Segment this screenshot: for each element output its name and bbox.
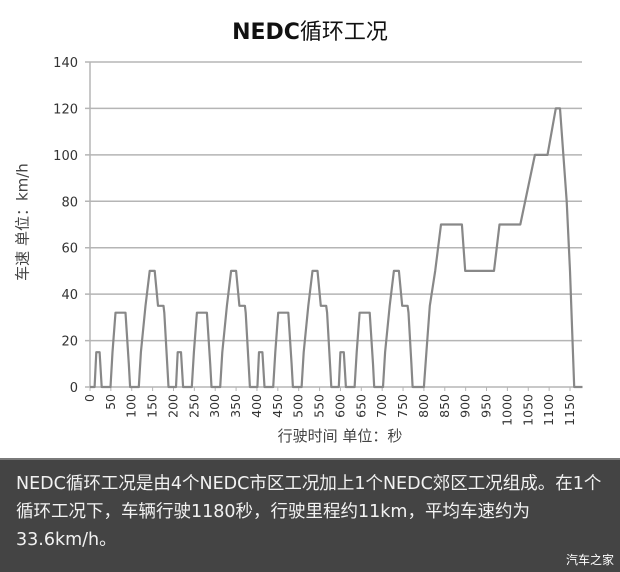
y-tick-label: 0	[70, 381, 78, 396]
chart-title-cn: 循环工况	[299, 20, 388, 45]
x-tick-label: 1000	[499, 394, 514, 426]
caption-text: NEDC循环工况是由4个NEDC市区工况加上1个NEDC郊区工况组成。在1个循环…	[16, 474, 602, 550]
x-tick-label: 0	[82, 394, 97, 402]
chart-title: NEDC循环工况	[0, 14, 620, 46]
x-tick-label: 900	[458, 394, 473, 418]
x-axis-label: 行驶时间 单位：秒	[277, 427, 403, 445]
x-tick-label: 700	[374, 394, 389, 418]
plot-area: 0 20 40 60 80 100 120 140 0 50 100 150 200 250 300 350 4…	[53, 56, 583, 426]
speed-line	[90, 107, 583, 389]
x-tick-label: 100	[124, 394, 139, 418]
y-tick-label: 80	[61, 195, 78, 210]
x-tick-label: 1050	[520, 394, 535, 426]
y-tick-label: 20	[61, 335, 78, 350]
y-tick-label: 40	[61, 288, 78, 303]
watermark: 汽车之家	[565, 553, 614, 567]
y-tick-label: 60	[61, 242, 78, 257]
x-tick-label: 200	[165, 394, 180, 418]
y-tick-label: 140	[53, 56, 78, 71]
x-tick-label: 550	[312, 394, 327, 418]
x-tick-label: 300	[207, 394, 222, 418]
x-tick-label: 1100	[541, 394, 556, 426]
x-tick-label: 400	[249, 394, 264, 418]
x-tick-label: 350	[228, 394, 243, 418]
y-tick-label: 120	[53, 102, 78, 117]
caption-panel: NEDC循环工况是由4个NEDC市区工况加上1个NEDC郊区工况组成。在1个循环…	[0, 458, 620, 572]
y-tick-label: 100	[53, 149, 78, 164]
x-tick-label: 500	[291, 394, 306, 418]
chart-title-latin: NEDC	[232, 20, 300, 45]
x-tick-label: 950	[479, 394, 494, 418]
x-tick-label: 450	[270, 394, 285, 418]
y-axis-label: 车速 单位：km/h	[13, 163, 32, 281]
x-tick-label: 50	[103, 394, 118, 410]
x-tick-label: 850	[437, 394, 452, 418]
x-tick-label: 250	[186, 394, 201, 418]
x-tick-label: 600	[332, 394, 347, 418]
x-tick-label: 650	[353, 394, 368, 418]
x-tick-label: 750	[395, 394, 410, 418]
x-tick-label: 150	[145, 394, 160, 418]
x-tick-label: 1150	[562, 394, 577, 426]
x-tick-label: 800	[416, 394, 431, 418]
